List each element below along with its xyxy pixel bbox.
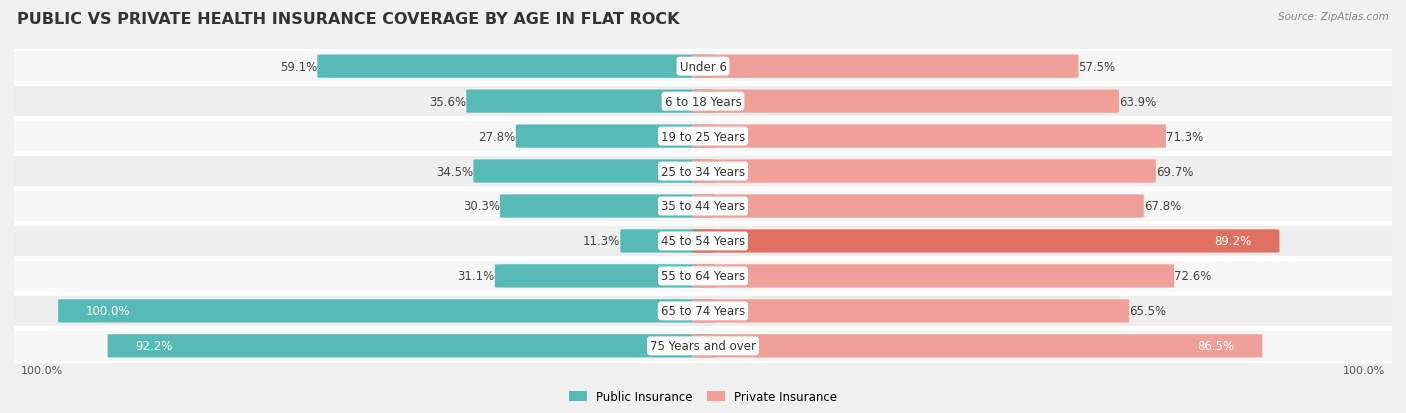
Text: Source: ZipAtlas.com: Source: ZipAtlas.com xyxy=(1278,12,1389,22)
Text: 6 to 18 Years: 6 to 18 Years xyxy=(665,95,741,108)
FancyBboxPatch shape xyxy=(0,225,1406,258)
FancyBboxPatch shape xyxy=(474,160,714,183)
Text: 31.1%: 31.1% xyxy=(457,270,495,283)
Text: Under 6: Under 6 xyxy=(679,61,727,74)
Text: 65 to 74 Years: 65 to 74 Years xyxy=(661,305,745,318)
FancyBboxPatch shape xyxy=(692,195,1143,218)
Text: 57.5%: 57.5% xyxy=(1078,61,1115,74)
FancyBboxPatch shape xyxy=(516,125,714,148)
FancyBboxPatch shape xyxy=(495,265,714,288)
Legend: Public Insurance, Private Insurance: Public Insurance, Private Insurance xyxy=(564,385,842,408)
FancyBboxPatch shape xyxy=(0,330,1406,362)
Text: 27.8%: 27.8% xyxy=(478,130,516,143)
FancyBboxPatch shape xyxy=(108,335,714,358)
FancyBboxPatch shape xyxy=(467,90,714,114)
FancyBboxPatch shape xyxy=(0,85,1406,118)
Text: 65.5%: 65.5% xyxy=(1129,305,1167,318)
FancyBboxPatch shape xyxy=(620,230,714,253)
Text: 63.9%: 63.9% xyxy=(1119,95,1156,108)
FancyBboxPatch shape xyxy=(501,195,714,218)
Text: 69.7%: 69.7% xyxy=(1156,165,1194,178)
FancyBboxPatch shape xyxy=(692,160,1156,183)
Text: 71.3%: 71.3% xyxy=(1166,130,1204,143)
Text: 86.5%: 86.5% xyxy=(1198,339,1234,352)
Text: 72.6%: 72.6% xyxy=(1174,270,1212,283)
FancyBboxPatch shape xyxy=(692,335,1263,358)
FancyBboxPatch shape xyxy=(692,265,1174,288)
Text: 45 to 54 Years: 45 to 54 Years xyxy=(661,235,745,248)
FancyBboxPatch shape xyxy=(0,295,1406,328)
FancyBboxPatch shape xyxy=(0,51,1406,83)
Text: 35 to 44 Years: 35 to 44 Years xyxy=(661,200,745,213)
FancyBboxPatch shape xyxy=(0,120,1406,153)
Text: 100.0%: 100.0% xyxy=(1343,366,1385,375)
FancyBboxPatch shape xyxy=(0,260,1406,293)
FancyBboxPatch shape xyxy=(692,55,1078,78)
Text: 30.3%: 30.3% xyxy=(463,200,501,213)
FancyBboxPatch shape xyxy=(0,190,1406,223)
FancyBboxPatch shape xyxy=(318,55,714,78)
Text: 25 to 34 Years: 25 to 34 Years xyxy=(661,165,745,178)
FancyBboxPatch shape xyxy=(692,299,1129,323)
Text: 89.2%: 89.2% xyxy=(1215,235,1251,248)
FancyBboxPatch shape xyxy=(692,230,1279,253)
Text: 75 Years and over: 75 Years and over xyxy=(650,339,756,352)
FancyBboxPatch shape xyxy=(0,155,1406,188)
FancyBboxPatch shape xyxy=(58,299,714,323)
Text: 92.2%: 92.2% xyxy=(135,339,173,352)
Text: 59.1%: 59.1% xyxy=(280,61,318,74)
Text: PUBLIC VS PRIVATE HEALTH INSURANCE COVERAGE BY AGE IN FLAT ROCK: PUBLIC VS PRIVATE HEALTH INSURANCE COVER… xyxy=(17,12,679,27)
Text: 55 to 64 Years: 55 to 64 Years xyxy=(661,270,745,283)
FancyBboxPatch shape xyxy=(692,125,1166,148)
Text: 100.0%: 100.0% xyxy=(86,305,131,318)
Text: 67.8%: 67.8% xyxy=(1143,200,1181,213)
Text: 19 to 25 Years: 19 to 25 Years xyxy=(661,130,745,143)
Text: 11.3%: 11.3% xyxy=(583,235,620,248)
Text: 34.5%: 34.5% xyxy=(436,165,474,178)
Text: 35.6%: 35.6% xyxy=(429,95,467,108)
Text: 100.0%: 100.0% xyxy=(21,366,63,375)
FancyBboxPatch shape xyxy=(692,90,1119,114)
